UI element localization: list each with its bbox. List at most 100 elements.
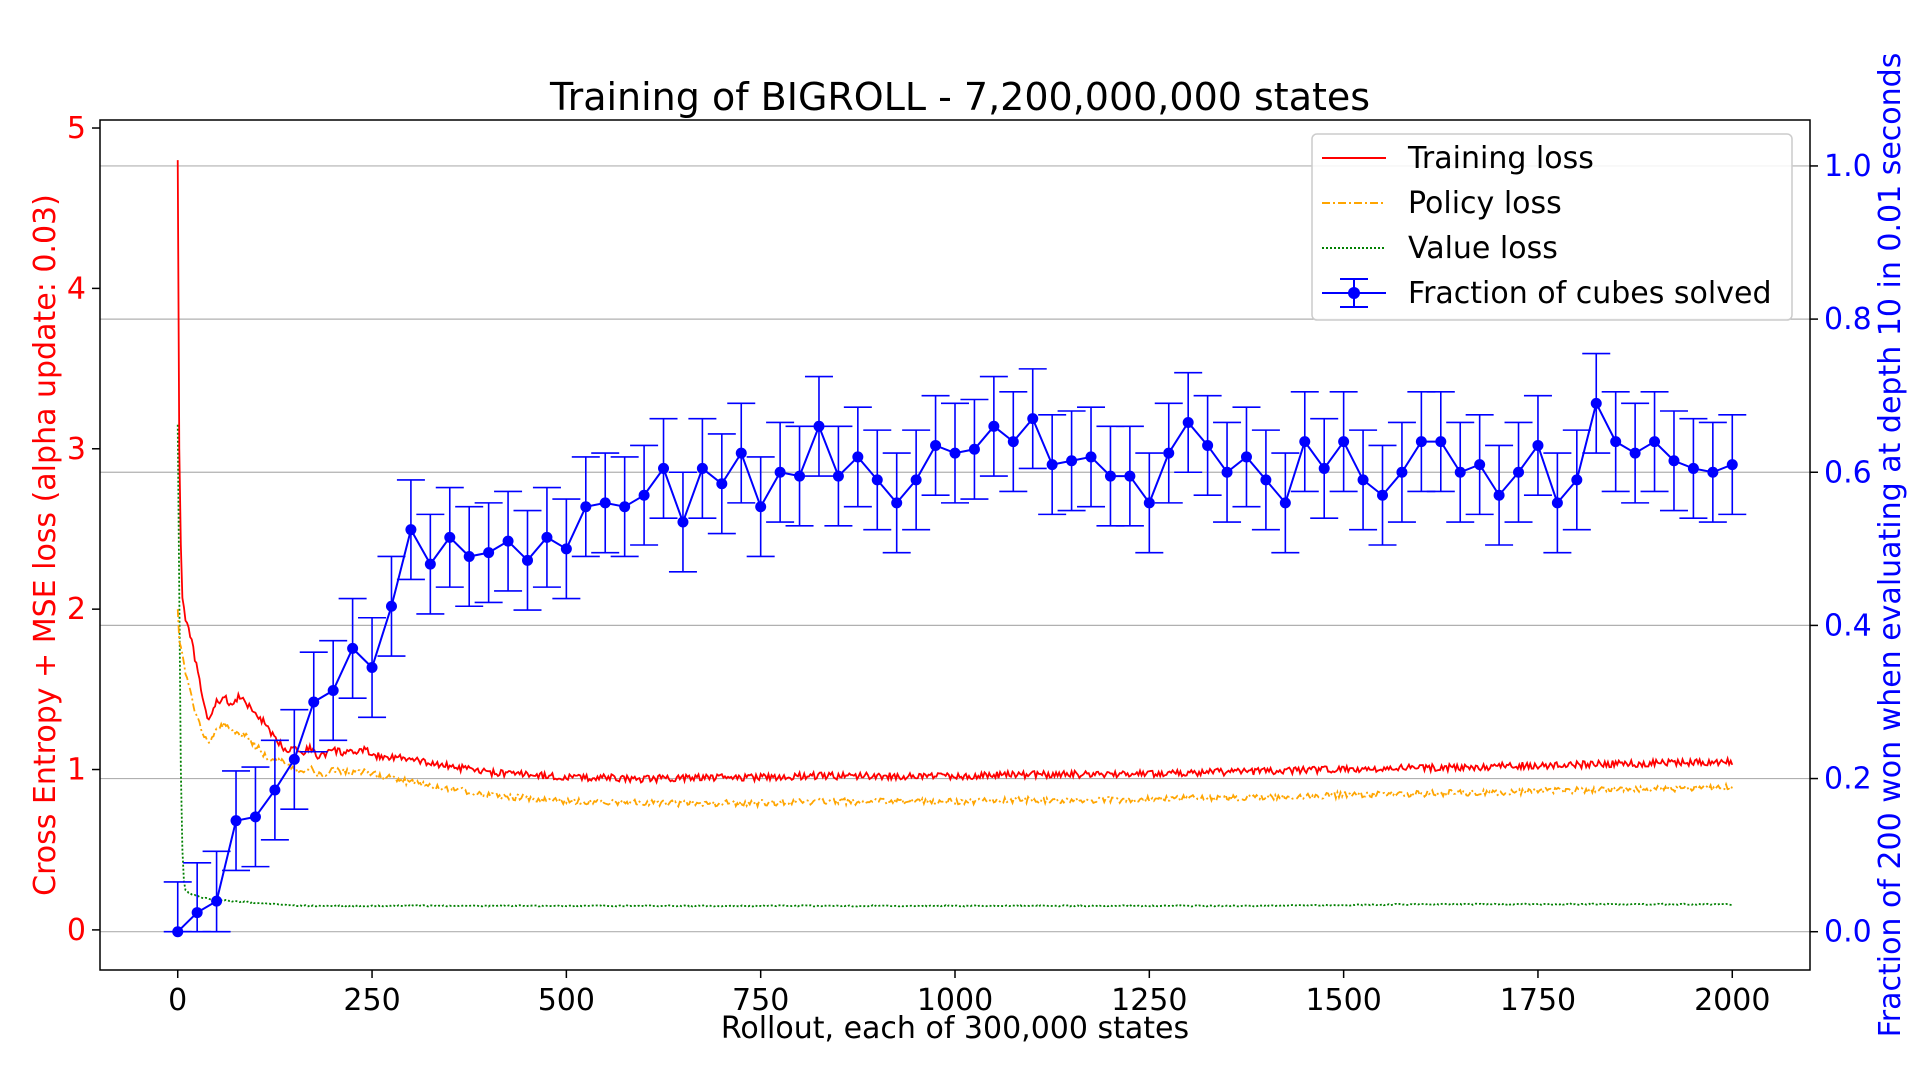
fraction-solved-point — [1590, 397, 1602, 409]
right-y-tick-label: 0.4 — [1824, 608, 1872, 643]
fraction-solved-point — [366, 662, 378, 674]
fraction-solved-point — [1687, 462, 1699, 474]
fraction-solved-point — [1338, 436, 1350, 448]
fraction-solved-point — [405, 524, 417, 536]
right-y-tick-label: 0.8 — [1824, 302, 1872, 337]
fraction-solved-point — [832, 470, 844, 482]
fraction-solved-point — [1007, 436, 1019, 448]
fraction-solved-point — [696, 462, 708, 474]
fraction-solved-point — [968, 443, 980, 455]
fraction-solved-point — [1240, 451, 1252, 463]
fraction-solved-point — [599, 497, 611, 509]
fraction-solved-point — [677, 516, 689, 528]
right-y-tick-label: 0.6 — [1824, 455, 1872, 490]
fraction-solved-point — [230, 815, 242, 827]
axes: 0 250 500 750 1000 1250 1500 1750 2000 0 1 2 3 4 5 0.0 0… — [67, 111, 1872, 1018]
fraction-solved-point — [813, 420, 825, 432]
fraction-solved-point — [249, 811, 261, 823]
fraction-solved-point — [1143, 497, 1155, 509]
fraction-solved-point — [483, 547, 495, 559]
fraction-solved-point — [308, 696, 320, 708]
fraction-solved-point — [1299, 436, 1311, 448]
fraction-solved-point — [1085, 451, 1097, 463]
fraction-solved-point — [1551, 497, 1563, 509]
fraction-solved-point — [1260, 474, 1272, 486]
fraction-solved-point — [1532, 439, 1544, 451]
fraction-solved-point — [269, 784, 281, 796]
fraction-solved-point — [1279, 497, 1291, 509]
fraction-solved-point — [1629, 447, 1641, 459]
left-y-tick-label: 4 — [67, 271, 86, 306]
legend-solved-marker — [1348, 287, 1360, 299]
fraction-solved-point — [463, 550, 475, 562]
fraction-solved-point — [522, 554, 533, 566]
left-y-tick-label: 1 — [67, 753, 86, 788]
legend-solved-label: Fraction of cubes solved — [1408, 276, 1772, 311]
value-loss-series — [176, 424, 1733, 908]
fraction-solved-point — [1493, 489, 1505, 501]
chart-title: Training of BIGROLL - 7,200,000,000 stat… — [549, 75, 1370, 119]
fraction-solved-point — [1396, 466, 1408, 478]
fraction-solved-point — [1415, 436, 1427, 448]
fraction-solved-point — [1435, 436, 1447, 448]
fraction-solved-point — [949, 447, 961, 459]
value-loss-line — [176, 424, 1733, 908]
fraction-solved-point — [444, 531, 456, 543]
fraction-solved-point — [172, 926, 184, 938]
fraction-solved-point — [1182, 416, 1194, 428]
x-tick-label: 1500 — [1305, 983, 1381, 1018]
fraction-solved-point — [1668, 455, 1680, 467]
fraction-solved-point — [1377, 489, 1388, 501]
x-tick-label: 2000 — [1694, 983, 1770, 1018]
legend: Training loss Policy loss Value loss Fra… — [1311, 133, 1793, 321]
policy-loss-line — [176, 609, 1734, 810]
fraction-solved-point — [1474, 459, 1486, 471]
right-y-tick-label: 0.0 — [1824, 915, 1872, 950]
x-axis-label: Rollout, each of 300,000 states — [721, 1011, 1189, 1046]
fraction-solved-point — [988, 420, 1000, 432]
fraction-solved-point — [347, 642, 359, 654]
x-tick-label: 750 — [732, 983, 789, 1018]
fraction-solved-point — [191, 907, 203, 919]
fraction-solved-point — [385, 600, 397, 612]
left-y-tick-label: 0 — [67, 913, 86, 948]
fraction-solved-point — [1066, 455, 1078, 467]
fraction-solved-point — [1454, 466, 1466, 478]
fraction-solved-point — [794, 470, 806, 482]
fraction-solved-point — [1571, 474, 1583, 486]
fraction-solved-point — [1649, 436, 1661, 448]
x-tick-label: 500 — [538, 983, 595, 1018]
training-loss-series — [176, 160, 1734, 786]
fraction-solved-point — [1104, 470, 1116, 482]
fraction-solved-point — [502, 535, 514, 547]
legend-training-label: Training loss — [1407, 141, 1594, 176]
fraction-solved-point — [930, 439, 942, 451]
fraction-solved-point — [560, 543, 572, 555]
fraction-solved-point — [755, 501, 767, 513]
fraction-solved-point — [910, 474, 922, 486]
fraction-solved-point — [580, 501, 592, 513]
fraction-solved-point — [891, 497, 903, 509]
fraction-solved-point — [541, 531, 553, 543]
right-y-tick-label: 1.0 — [1824, 149, 1872, 184]
left-y-axis-label: Cross Entropy + MSE loss (alpha update: … — [28, 194, 63, 896]
right-y-axis-label: Fraction of 200 won when evaluating at d… — [1873, 53, 1908, 1038]
fraction-solved-point — [1221, 466, 1233, 478]
fraction-solved-point — [1707, 466, 1719, 478]
fraction-solved-point — [424, 558, 436, 570]
fraction-solved-point — [1513, 466, 1525, 478]
fraction-solved-point — [288, 753, 300, 765]
fraction-solved-point — [716, 478, 728, 490]
left-y-tick-label: 2 — [67, 592, 86, 627]
fraction-solved-point — [658, 462, 670, 474]
fraction-solved-point — [871, 474, 883, 486]
fraction-solved-point — [1027, 413, 1039, 425]
fraction-solved-point — [1124, 470, 1136, 482]
x-tick-label: 1750 — [1500, 983, 1576, 1018]
fraction-solved-point — [211, 895, 223, 907]
fraction-solved-point — [1318, 462, 1330, 474]
x-tick-label: 1250 — [1111, 983, 1187, 1018]
policy-loss-series — [176, 609, 1734, 810]
training-loss-line — [176, 160, 1734, 786]
